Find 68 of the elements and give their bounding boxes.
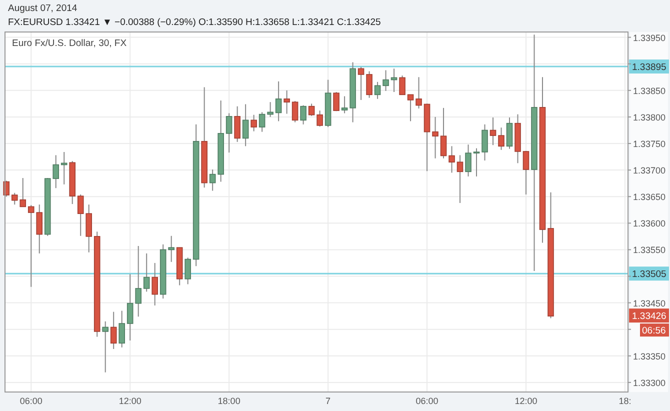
text: Euro Fx/U.S. Dollar, 30, FX	[12, 38, 128, 49]
x-tick-label: 12:00	[514, 396, 538, 406]
candlestick	[432, 116, 438, 159]
candlestick	[498, 127, 504, 150]
x-tick-label: 7	[326, 396, 331, 406]
text: 06:56	[642, 326, 666, 337]
candlestick	[506, 116, 513, 150]
text: August 07, 2014	[8, 3, 78, 14]
candlestick	[440, 107, 447, 159]
candlestick	[465, 144, 472, 177]
candlestick	[358, 66, 364, 100]
candlestick	[482, 124, 488, 161]
y-tick-label: 1.33650	[633, 192, 666, 202]
candlestick	[110, 311, 117, 350]
candlestick	[456, 154, 464, 204]
candlestick	[341, 96, 348, 114]
candlestick	[374, 81, 381, 100]
candlestick	[284, 90, 290, 114]
x-tick-label: 06:00	[416, 396, 438, 406]
y-tick-label: 1.33550	[633, 245, 666, 256]
x-tick-label: 06:00	[20, 396, 42, 406]
y-tick-label: 1.33750	[633, 139, 666, 150]
candlestick	[242, 104, 249, 147]
y-tick-label: 1.33300	[633, 378, 666, 388]
y-tick-label: 1.33700	[633, 166, 666, 176]
candlestick	[184, 257, 191, 285]
candlestick	[135, 245, 142, 318]
x-tick-label: 18:	[618, 396, 632, 406]
y-tick-label: 1.33800	[633, 112, 666, 122]
candlestick	[292, 100, 298, 123]
candlestick	[143, 252, 150, 292]
candlestick	[399, 75, 406, 96]
candlestick	[333, 92, 340, 112]
candlestick	[275, 80, 282, 122]
candlestick	[209, 169, 216, 192]
candlestick	[258, 112, 266, 132]
candlestick	[226, 112, 232, 154]
x-tick-label: 12:00	[118, 396, 142, 406]
candlestick	[382, 70, 389, 92]
candlestick	[250, 114, 257, 132]
candlestick	[522, 150, 530, 195]
ref-line-label: 1.33895	[632, 62, 666, 74]
y-tick-label: 1.33350	[633, 351, 666, 362]
y-tick-label: 1.33600	[633, 218, 666, 229]
ref-line-label: 1.33505	[632, 269, 666, 280]
candlestick	[308, 103, 315, 116]
candlestick	[168, 235, 174, 262]
candlestick	[416, 76, 422, 109]
candlestick	[490, 116, 496, 146]
candlestick	[118, 310, 125, 348]
candlestick	[448, 146, 455, 174]
y-tick-label: 1.33950	[633, 32, 666, 43]
candlestick	[102, 320, 108, 373]
candlestick	[473, 148, 480, 177]
candlestick	[407, 94, 414, 122]
candlestick	[234, 106, 240, 142]
x-tick-label: 18:00	[218, 396, 240, 406]
candlestick	[300, 104, 306, 125]
candlestick	[366, 70, 372, 98]
candlestick	[60, 152, 68, 185]
candlestick	[316, 110, 323, 128]
annotation: 1.33426	[632, 311, 666, 322]
chart-subtitle: FX:EURUSD 1.33421 ▼ −0.00388 (−0.29%) O:1.33590 H:1.33658 L:1.33421 C:1.33425	[8, 17, 381, 28]
candlestick	[267, 102, 274, 118]
y-tick-label: 1.33450	[633, 298, 666, 308]
candlestick	[152, 262, 158, 306]
y-tick-label: 1.33850	[633, 86, 666, 96]
candlestick	[126, 274, 134, 341]
